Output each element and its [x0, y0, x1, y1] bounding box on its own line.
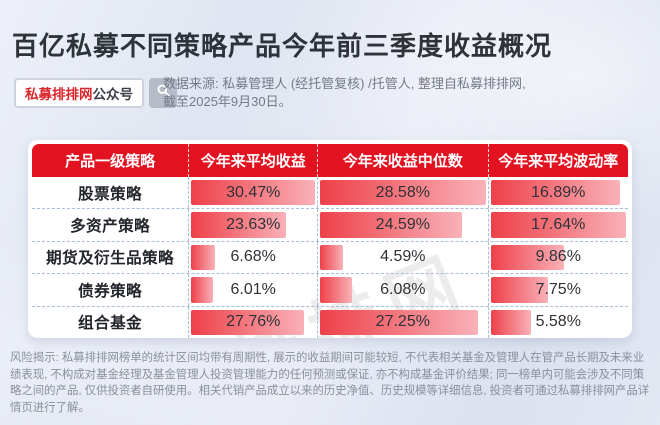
- avg_volatility-cell: 9.86%: [489, 242, 628, 273]
- magnifier-icon: [156, 83, 171, 103]
- median_return-cell: 24.59%: [318, 209, 489, 241]
- header-strategy: 产品一级策略: [32, 144, 190, 177]
- brand-badge-box: 私募排排网 公众号: [14, 78, 144, 108]
- data-bar: [320, 212, 462, 238]
- data-bar: [191, 244, 216, 271]
- data-source-line1: 数据来源: 私募管理人 (经托管复核) /托管人, 整理自私募排排网,: [163, 76, 526, 91]
- avg_return-cell: 6.01%: [189, 274, 319, 306]
- table-row: 股票策略 30.47% 28.58% 16.89%: [32, 177, 628, 209]
- avg_volatility-cell: 7.75%: [489, 274, 628, 305]
- avg_return-cell: 27.76%: [189, 306, 319, 338]
- value-label: 27.25%: [375, 313, 430, 331]
- data-bar: [320, 244, 344, 271]
- value-label: 16.89%: [531, 183, 586, 201]
- search-button: [149, 78, 177, 108]
- header-avg-volatility: 今年来平均波动率: [498, 153, 619, 170]
- value-label: 6.68%: [230, 248, 276, 266]
- strategy-name: 期货及衍生品策略: [32, 241, 190, 274]
- avg_return-cell: 6.68%: [189, 241, 319, 274]
- header-median-return: 今年来收益中位数: [318, 144, 489, 177]
- risk-disclaimer: 风险揭示: 私募排排网榜单的统计区间均带有周期性, 展示的收益期间可能较短, 不…: [10, 352, 650, 414]
- data-bar: [320, 180, 486, 206]
- data-bar: [191, 212, 287, 238]
- data-bar: [191, 309, 304, 335]
- table-body: 股票策略 30.47% 28.58% 16.89% 多资产策略 23.63% 24.59% 1…: [32, 177, 628, 338]
- value-label: 24.59%: [375, 216, 430, 234]
- value-label: 30.47%: [226, 183, 281, 201]
- median_return-cell: 4.59%: [318, 241, 489, 274]
- strategy-returns-table: 私募排排网 产品一级策略 今年来平均收益 今年来收益中位数 今年来平均波动率 股…: [28, 140, 632, 338]
- brand-badge: 私募排排网 公众号: [14, 78, 177, 108]
- avg_volatility-cell: 16.89%: [489, 177, 628, 208]
- brand-suffix: 公众号: [92, 87, 134, 102]
- strategy-name: 多资产策略: [32, 209, 190, 241]
- avg_return-cell: 30.47%: [189, 177, 319, 209]
- strategy-name: 组合基金: [32, 306, 190, 338]
- data-bar: [490, 212, 626, 238]
- value-label: 6.08%: [380, 280, 426, 298]
- data-bar: [191, 180, 316, 206]
- data-source-line2: 截至2025年9月30日。: [163, 94, 292, 110]
- header-avg-return: 今年来平均收益: [189, 144, 319, 177]
- strategy-name: 股票策略: [32, 177, 190, 209]
- value-label: 27.76%: [226, 313, 281, 331]
- value-label: 6.01%: [230, 280, 276, 298]
- data-bar: [320, 277, 353, 303]
- data-bar: [490, 309, 531, 335]
- strategy-name: 债券策略: [32, 274, 190, 306]
- value-label: 9.86%: [535, 248, 581, 266]
- data-bar: [490, 277, 548, 303]
- median_return-cell: 28.58%: [318, 177, 489, 209]
- data-bar: [490, 244, 565, 271]
- table-header: 产品一级策略 今年来平均收益 今年来收益中位数 今年来平均波动率: [32, 144, 628, 177]
- data-bar: [490, 180, 620, 206]
- data-bar: [191, 277, 213, 303]
- avg_volatility-cell: 5.58%: [489, 307, 628, 338]
- median_return-cell: 27.25%: [318, 306, 489, 338]
- data-bar: [320, 309, 478, 335]
- value-label: 17.64%: [531, 216, 586, 234]
- table-row: 组合基金 27.76% 27.25% 5.58%: [32, 305, 628, 338]
- value-label: 23.63%: [226, 216, 281, 234]
- table-row: 多资产策略 23.63% 24.59% 17.64%: [32, 208, 628, 241]
- brand-name: 私募排排网: [25, 87, 93, 102]
- table-row: 期货及衍生品策略 6.68% 4.59% 9.86%: [32, 240, 628, 274]
- value-label: 5.58%: [535, 313, 581, 331]
- median_return-cell: 6.08%: [318, 274, 489, 306]
- table-row: 债券策略 6.01% 6.08% 7.75%: [32, 273, 628, 306]
- avg_return-cell: 23.63%: [189, 209, 319, 241]
- value-label: 7.75%: [535, 280, 581, 298]
- value-label: 28.58%: [375, 183, 430, 201]
- avg_volatility-cell: 17.64%: [489, 209, 628, 240]
- data-source-note: 数据来源: 私募管理人 (经托管复核) /托管人, 整理自私募排排网, 截至20…: [163, 75, 643, 112]
- value-label: 4.59%: [380, 248, 426, 266]
- page-title: 百亿私募不同策略产品今年前三季度收益概况: [12, 31, 553, 61]
